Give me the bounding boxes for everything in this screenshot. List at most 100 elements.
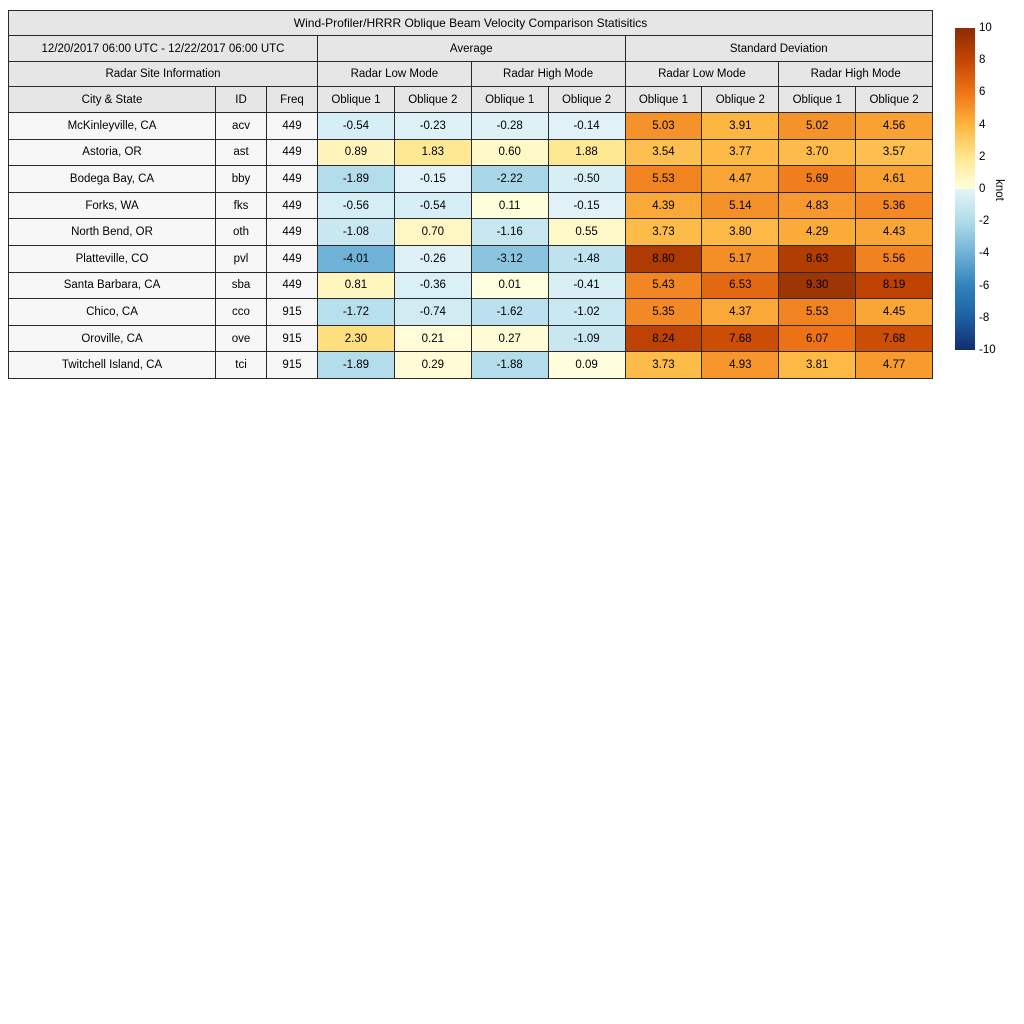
site-id-cell: sba (215, 271, 267, 300)
table-row: Oroville, CA ove 915 2.30 0.21 0.27 -1.09 8.24 7… (8, 324, 934, 353)
date-range: 12/20/2017 06:00 UTC - 12/22/2017 06:00 … (8, 35, 318, 62)
stddev-value-cell: 3.91 (701, 112, 780, 140)
average-value-cell: 0.09 (547, 351, 626, 379)
stddev-value-cell: 3.73 (624, 218, 703, 246)
title-row: Wind-Profiler/HRRR Oblique Beam Velocity… (7, 10, 934, 36)
average-value-cell: -0.26 (393, 244, 472, 273)
average-value-cell: 2.30 (317, 324, 395, 353)
stddev-value-cell: 5.53 (778, 298, 857, 326)
stddev-value-cell: 8.80 (624, 244, 703, 273)
group-avg-radar-high-mode: Radar High Mode (470, 61, 626, 87)
stddev-value-cell: 4.47 (701, 165, 780, 193)
stddev-value-cell: 3.57 (855, 138, 934, 167)
col-id: ID (215, 86, 267, 113)
stddev-value-cell: 4.37 (701, 298, 780, 326)
site-id-cell: oth (215, 218, 267, 246)
city-cell: Santa Barbara, CA (8, 271, 216, 300)
stddev-value-cell: 4.56 (855, 112, 934, 140)
stddev-value-cell: 3.54 (624, 138, 703, 167)
stddev-value-cell: 8.63 (778, 244, 857, 273)
stddev-value-cell: 4.83 (778, 191, 857, 220)
average-value-cell: -4.01 (317, 244, 395, 273)
stddev-value-cell: 5.56 (855, 244, 934, 273)
freq-cell: 915 (266, 298, 318, 326)
colorbar-tick-label: 8 (979, 54, 986, 67)
stddev-value-cell: 4.77 (855, 351, 934, 379)
city-cell: Twitchell Island, CA (8, 351, 216, 379)
freq-cell: 449 (266, 218, 318, 246)
group-average: Average (317, 35, 626, 62)
stddev-value-cell: 7.68 (701, 324, 780, 353)
average-value-cell: -1.89 (317, 351, 395, 379)
freq-cell: 449 (266, 165, 318, 193)
col-avg-low-oblique1: Oblique 1 (317, 86, 395, 113)
stats-table: Wind-Profiler/HRRR Oblique Beam Velocity… (7, 10, 934, 379)
stddev-value-cell: 8.24 (624, 324, 703, 353)
stddev-value-cell: 4.29 (778, 218, 857, 246)
stddev-value-cell: 5.36 (855, 191, 934, 220)
city-cell: North Bend, OR (8, 218, 216, 246)
table-row: Bodega Bay, CA bby 449 -1.89 -0.15 -2.22 -0.50… (8, 165, 934, 193)
col-std-low-oblique1: Oblique 1 (624, 86, 703, 113)
stddev-value-cell: 4.45 (855, 298, 934, 326)
average-value-cell: 0.29 (393, 351, 472, 379)
stddev-value-cell: 5.69 (778, 165, 857, 193)
table-row: Chico, CA cco 915 -1.72 -0.74 -1.62 -1.02 5.35 4… (8, 298, 934, 326)
group-standard-deviation: Standard Deviation (624, 35, 934, 62)
stddev-value-cell: 5.14 (701, 191, 780, 220)
table-row: North Bend, OR oth 449 -1.08 0.70 -1.16 0.55 3.… (8, 218, 934, 246)
stddev-value-cell: 5.35 (624, 298, 703, 326)
site-id-cell: fks (215, 191, 267, 220)
average-value-cell: -0.54 (393, 191, 472, 220)
colorbar-unit-label: knot (993, 179, 1005, 201)
average-value-cell: 0.21 (393, 324, 472, 353)
average-value-cell: -1.48 (547, 244, 626, 273)
city-cell: Platteville, CO (8, 244, 216, 273)
col-freq: Freq (266, 86, 318, 113)
average-value-cell: -0.50 (547, 165, 626, 193)
table-row: Forks, WA fks 449 -0.56 -0.54 0.11 -0.15 4.39 5.… (8, 191, 934, 220)
freq-cell: 449 (266, 244, 318, 273)
average-value-cell: -0.56 (317, 191, 395, 220)
colorbar-tick-label: 0 (979, 183, 986, 195)
average-value-cell: 0.89 (317, 138, 395, 167)
average-value-cell: -1.89 (317, 165, 395, 193)
stddev-value-cell: 4.43 (855, 218, 934, 246)
freq-cell: 449 (266, 112, 318, 140)
average-value-cell: -1.08 (317, 218, 395, 246)
table-row: Santa Barbara, CA sba 449 0.81 -0.36 0.01 -0.4… (8, 271, 934, 300)
stddev-value-cell: 3.81 (778, 351, 857, 379)
group-std-radar-low-mode: Radar Low Mode (624, 61, 780, 87)
column-header-row: City & State ID Freq Oblique 1 Oblique 2… (8, 86, 934, 113)
stddev-value-cell: 5.17 (701, 244, 780, 273)
stddev-value-cell: 3.70 (778, 138, 857, 167)
table-row: Twitchell Island, CA tci 915 -1.89 0.29 -1.88… (8, 351, 934, 379)
stddev-value-cell: 5.02 (778, 112, 857, 140)
freq-cell: 449 (266, 138, 318, 167)
city-cell: Bodega Bay, CA (8, 165, 216, 193)
stddev-value-cell: 3.80 (701, 218, 780, 246)
freq-cell: 449 (266, 271, 318, 300)
stddev-value-cell: 6.07 (778, 324, 857, 353)
page-title: Wind-Profiler/HRRR Oblique Beam Velocity… (7, 10, 934, 36)
average-value-cell: 0.01 (470, 271, 549, 300)
stddev-value-cell: 8.19 (855, 271, 934, 300)
average-value-cell: -0.41 (547, 271, 626, 300)
average-value-cell: 0.60 (470, 138, 549, 167)
average-value-cell: -0.14 (547, 112, 626, 140)
stddev-value-cell: 4.61 (855, 165, 934, 193)
colorbar-tick-label: -4 (979, 247, 990, 260)
colorbar-tick-label: -6 (979, 279, 990, 292)
group-row-2: Radar Site Information Radar Low Mode Ra… (8, 61, 934, 87)
table-row: Astoria, OR ast 449 0.89 1.83 0.60 1.88 3.54 3.7… (8, 138, 934, 167)
average-value-cell: -0.23 (393, 112, 472, 140)
site-id-cell: ast (215, 138, 267, 167)
col-std-high-oblique2: Oblique 2 (855, 86, 934, 113)
average-value-cell: 0.27 (470, 324, 549, 353)
stddev-value-cell: 7.68 (855, 324, 934, 353)
freq-cell: 449 (266, 191, 318, 220)
stddev-value-cell: 3.77 (701, 138, 780, 167)
city-cell: Chico, CA (8, 298, 216, 326)
city-cell: Forks, WA (8, 191, 216, 220)
